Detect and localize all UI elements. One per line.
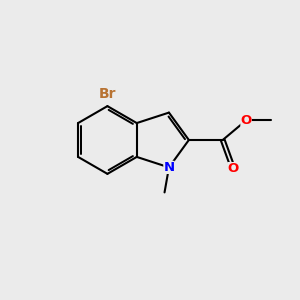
- Text: O: O: [227, 162, 239, 175]
- Text: N: N: [164, 161, 175, 174]
- Text: O: O: [227, 162, 239, 175]
- Text: O: O: [240, 114, 252, 127]
- Text: O: O: [240, 114, 252, 127]
- Text: N: N: [164, 161, 175, 174]
- Text: Br: Br: [99, 87, 116, 101]
- Text: Br: Br: [99, 87, 116, 101]
